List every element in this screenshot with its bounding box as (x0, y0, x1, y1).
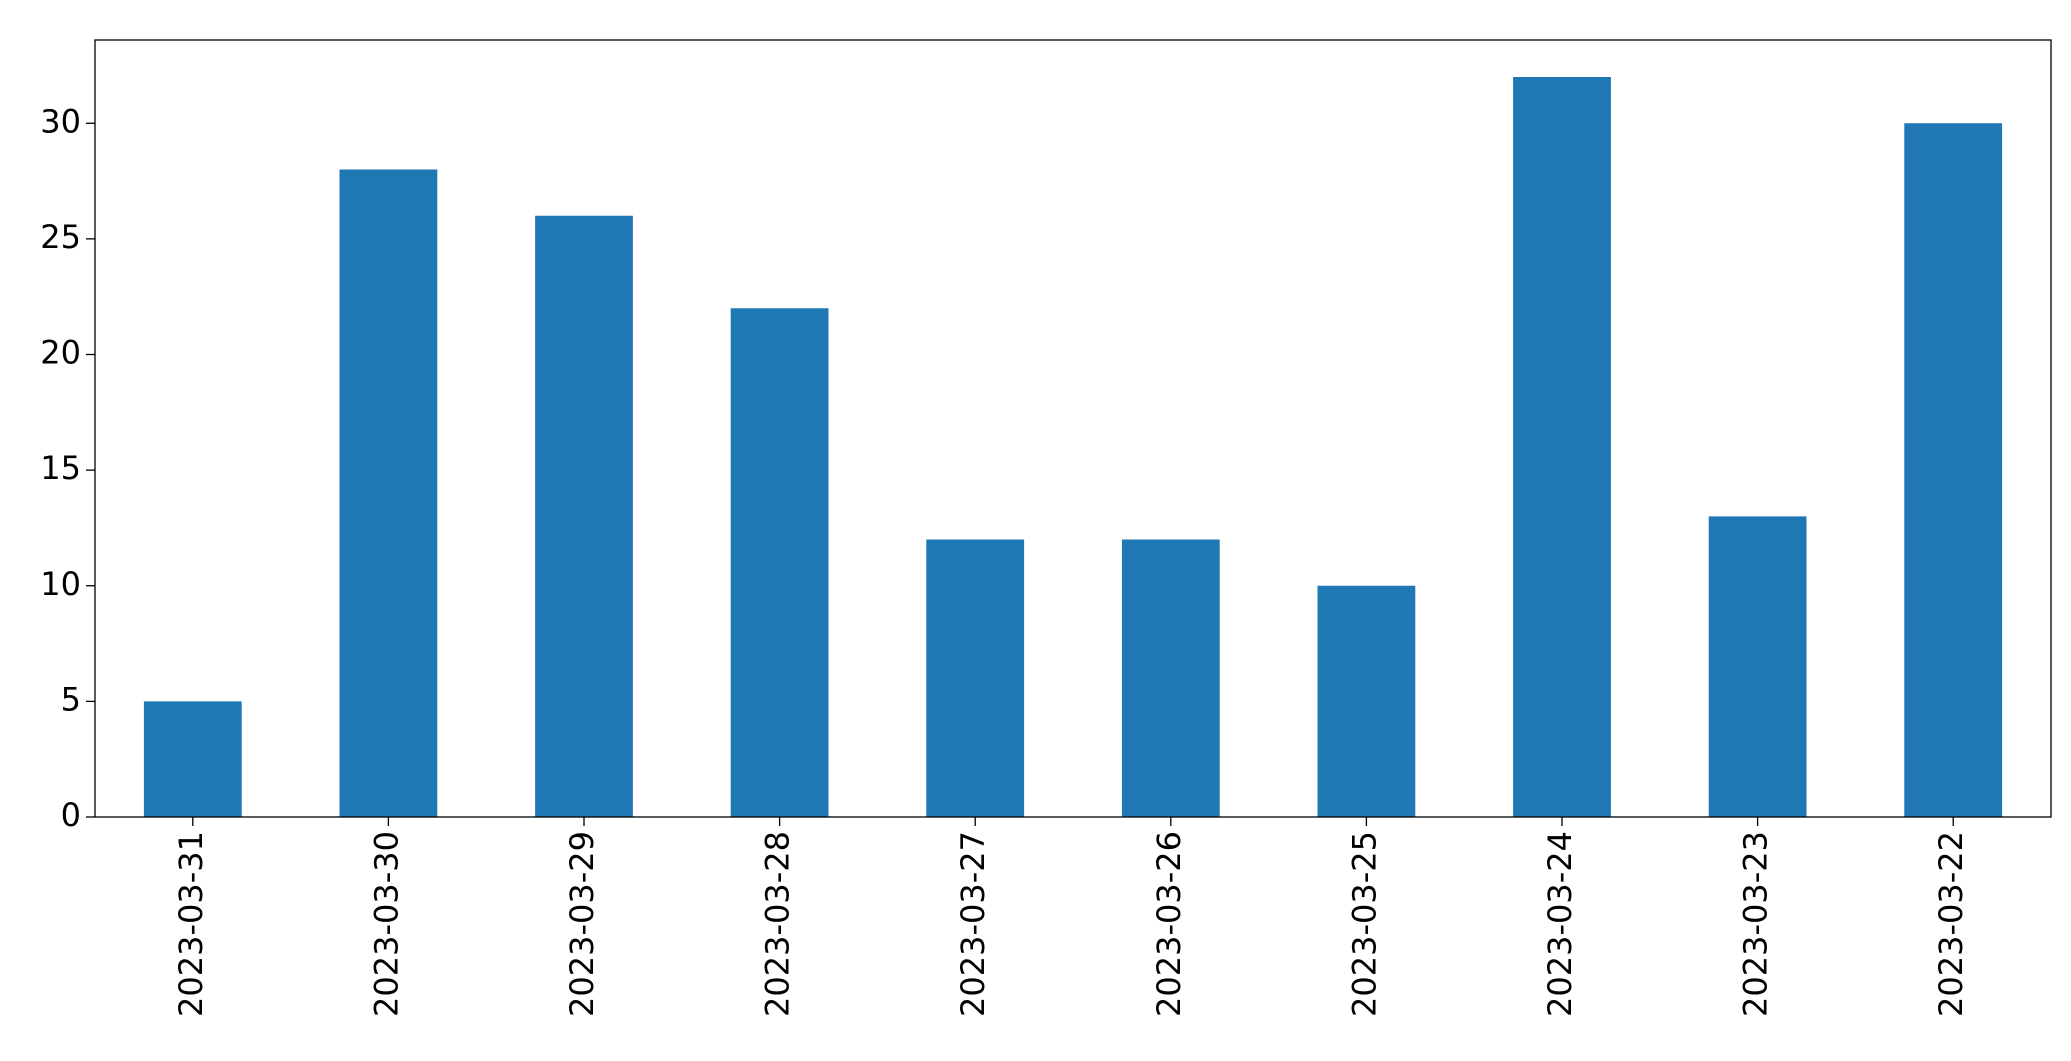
bar (1708, 516, 1807, 817)
plot-frame (94, 39, 2052, 818)
bar (339, 169, 438, 817)
bar (1317, 585, 1416, 817)
x-tick-label: 2023-03-25 (1345, 831, 1383, 1017)
bar (1121, 539, 1220, 817)
x-tick-label: 2023-03-30 (367, 831, 405, 1017)
bar (535, 215, 633, 817)
y-tick-label: 10 (40, 565, 81, 603)
x-tick-label: 2023-03-31 (172, 831, 210, 1017)
y-tick-label: 0 (61, 796, 81, 834)
y-tick-label: 30 (40, 102, 81, 140)
x-tick-label: 2023-03-28 (759, 831, 797, 1017)
y-tick-label: 15 (40, 449, 81, 487)
x-tick-label: 2023-03-27 (954, 831, 992, 1017)
bar (1904, 123, 2003, 817)
y-tick-label: 25 (40, 218, 81, 256)
bar (730, 308, 829, 817)
x-tick-label: 2023-03-29 (563, 831, 601, 1017)
bar (926, 539, 1025, 817)
y-tick-label: 20 (40, 334, 81, 372)
x-tick-label: 2023-03-23 (1737, 831, 1775, 1017)
x-tick-label: 2023-03-26 (1150, 831, 1188, 1017)
y-tick-label: 5 (61, 680, 81, 718)
bar (143, 701, 242, 817)
x-tick-label: 2023-03-22 (1932, 831, 1970, 1017)
x-tick-label: 2023-03-24 (1541, 831, 1579, 1017)
bar (1513, 77, 1611, 817)
